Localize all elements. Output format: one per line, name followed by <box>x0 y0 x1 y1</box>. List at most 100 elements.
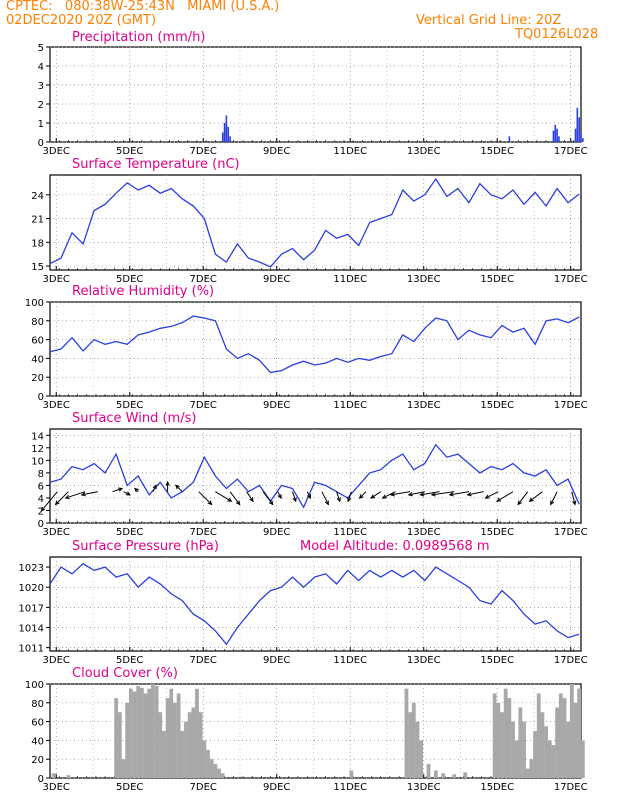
cloud-ytick-label: 60 <box>31 718 44 729</box>
temperature-xtick-label: 3DEC <box>43 274 70 285</box>
humidity-xtick-label: 7DEC <box>190 400 217 411</box>
cloud-bar <box>51 773 56 778</box>
wind-arrow-head <box>381 494 387 499</box>
cloud-ytick-label: 100 <box>25 680 44 691</box>
humidity-xtick-label: 9DEC <box>263 400 290 411</box>
wind-arrow <box>81 491 98 496</box>
wind-arrow-head <box>517 500 522 506</box>
cloud-bar <box>139 687 144 778</box>
cloud-bar <box>426 763 431 778</box>
pressure-xtick-label: 7DEC <box>190 655 217 666</box>
wind-xtick-label: 5DEC <box>116 527 143 538</box>
pressure-title: Surface Pressure (hPa) <box>72 539 219 554</box>
cloud-bar <box>503 688 508 778</box>
cloud-bar <box>500 712 504 778</box>
temperature-ytick-label: 18 <box>31 238 44 249</box>
header-location: CPTEC: 080:38W-25:43N MIAMI (U.S.A.) <box>6 0 280 14</box>
cloud-ytick-label: 20 <box>31 755 44 766</box>
precipitation-ytick-label: 3 <box>38 81 44 92</box>
pressure-series-line <box>49 562 580 646</box>
wind-arrow-head <box>175 484 180 490</box>
wind-xtick-label: 9DEC <box>263 527 290 538</box>
wind-arrow <box>246 491 254 502</box>
wind-xtick-label: 11DEC <box>333 527 367 538</box>
wind-xtick-label: 3DEC <box>43 527 70 538</box>
cloud-bar <box>566 721 571 778</box>
temperature-xtick-label: 15DEC <box>480 274 514 285</box>
precipitation-bar <box>225 115 228 142</box>
cloud-bar <box>547 740 552 778</box>
wind-arrow <box>55 491 69 505</box>
wind-arrow <box>431 491 455 496</box>
precipitation-bar <box>578 117 580 142</box>
header-vertical-grid-note: Vertical Grid Line: 20Z <box>416 13 562 28</box>
precipitation-bar <box>582 138 584 142</box>
pressure-xtick-label: 9DEC <box>263 655 290 666</box>
wind-ytick-label: 14 <box>31 431 44 442</box>
cloud-bar <box>518 707 523 778</box>
precipitation-ytick-label: 1 <box>38 119 44 130</box>
cloud-bar <box>202 740 207 778</box>
wind-arrow-head <box>466 492 472 497</box>
precipitation-bar <box>580 132 582 142</box>
wind-ytick-label: 8 <box>38 469 44 480</box>
cloud-bar <box>419 740 424 778</box>
cloud-bar <box>441 773 446 778</box>
wind-arrow-head <box>292 497 297 503</box>
wind-arrow <box>321 491 329 505</box>
humidity-xtick-label: 3DEC <box>43 400 70 411</box>
wind-arrow <box>347 491 352 502</box>
wind-arrow <box>262 491 274 505</box>
pressure-xtick-label: 15DEC <box>480 655 514 666</box>
wind-arrow-head <box>277 494 282 500</box>
pressure-xtick-label: 11DEC <box>333 655 367 666</box>
cloud-bar <box>180 731 185 778</box>
cloud-bar <box>452 774 457 778</box>
temperature-xtick-label: 11DEC <box>333 274 367 285</box>
humidity-xtick-label: 11DEC <box>333 400 367 411</box>
cloud-bar <box>132 691 137 778</box>
cloud-bar <box>217 768 221 778</box>
cloud-bar <box>165 698 170 778</box>
humidity-ytick-label: 60 <box>31 336 44 347</box>
temperature-xtick-label: 9DEC <box>263 274 290 285</box>
cloud-bar <box>463 772 468 778</box>
wind-arrow <box>485 491 499 499</box>
cloud-xtick-label: 15DEC <box>480 782 514 793</box>
temperature-frame <box>49 174 582 271</box>
humidity-frame <box>49 301 582 397</box>
cloud-xtick-label: 5DEC <box>116 782 143 793</box>
wind-arrow-head <box>268 500 274 506</box>
cloud-xtick-label: 11DEC <box>333 782 367 793</box>
wind-arrow-head <box>419 492 425 497</box>
cloud-title: Cloud Cover (%) <box>72 666 178 681</box>
wind-arrow-head <box>358 494 364 499</box>
cloud-bar <box>507 698 512 778</box>
wind-arrow-head <box>40 506 46 512</box>
wind-ytick-label: 6 <box>38 481 44 492</box>
wind-arrow <box>370 491 382 499</box>
wind-ytick-label: 0 <box>38 519 44 530</box>
cloud-xtick-label: 13DEC <box>407 782 441 793</box>
cloud-bar <box>173 702 177 778</box>
cloud-bar <box>580 740 585 778</box>
cloud-bar <box>213 763 218 778</box>
cloud-bar <box>136 685 141 778</box>
wind-ytick-label: 12 <box>31 444 44 455</box>
cloud-bar <box>125 702 130 778</box>
wind-ytick-label: 4 <box>38 494 44 505</box>
wind-arrow-head <box>347 497 352 503</box>
cloud-bar <box>195 688 199 778</box>
wind-arrow <box>467 491 484 496</box>
precipitation-xtick-label: 11DEC <box>333 146 367 157</box>
cloud-bar <box>187 712 192 778</box>
humidity-ytick-label: 0 <box>38 392 44 403</box>
wind-arrow <box>449 491 470 496</box>
cloud-bar <box>162 731 166 778</box>
wind-arrow <box>496 491 514 502</box>
precipitation-xtick-label: 3DEC <box>43 146 70 157</box>
temperature-title: Surface Temperature (nC) <box>72 157 240 172</box>
cloud-bar <box>562 698 567 778</box>
wind-xtick-label: 15DEC <box>480 527 514 538</box>
wind-arrow <box>198 491 212 505</box>
